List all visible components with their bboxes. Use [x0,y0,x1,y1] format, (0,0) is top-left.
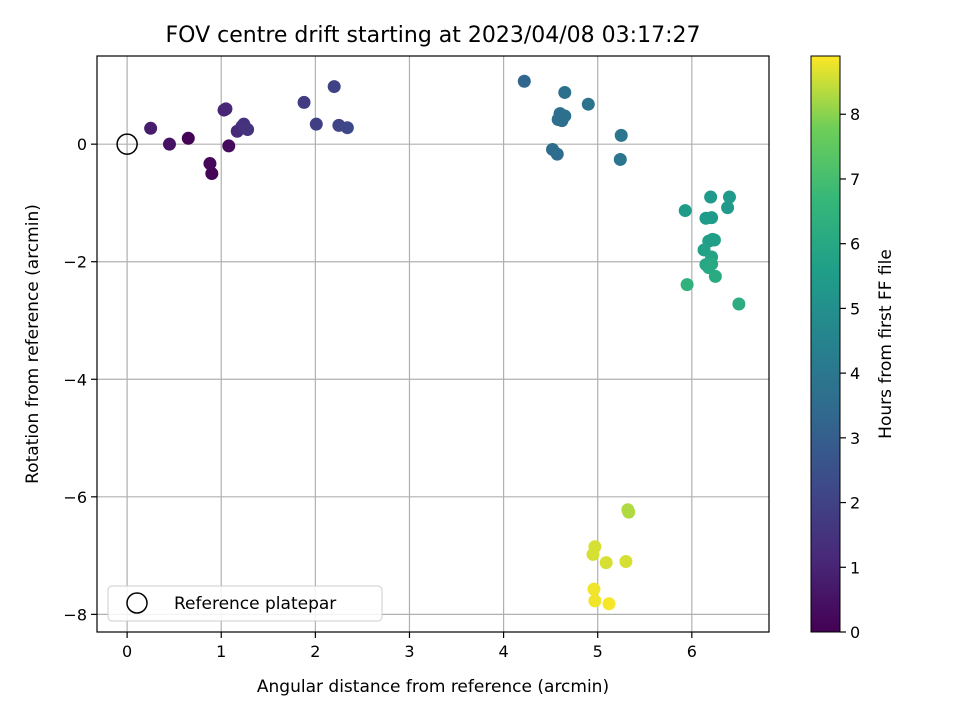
data-point [613,152,627,166]
data-point [517,74,531,88]
colorbar-tick-label: 8 [850,105,860,124]
legend: Reference platepar [107,585,383,622]
data-point [705,211,719,225]
data-point [558,85,572,99]
data-point [619,554,633,568]
data-point [222,139,236,153]
x-tick-label: 5 [593,642,603,661]
x-axis-label: Angular distance from reference (arcmin) [257,677,609,697]
legend-box [107,585,383,622]
colorbar-ticks: 0 1 2 3 4 5 6 7 8 [840,105,860,642]
x-axis-ticks: 0 1 2 3 4 5 6 [122,632,697,661]
colorbar: 0 1 2 3 4 5 6 7 8 Hours from first FF file [810,55,896,642]
colorbar-tick-label: 7 [850,170,860,189]
colorbar-label: Hours from first FF file [876,249,896,439]
x-tick-label: 6 [687,642,697,661]
y-axis-label: Rotation from reference (arcmin) [23,204,43,484]
data-point [241,122,255,136]
data-point [144,121,158,135]
colorbar-tick-label: 1 [850,558,860,577]
data-point [581,97,595,111]
legend-marker-hollow-circle [126,592,148,614]
data-point [721,201,735,215]
data-point [708,269,722,283]
data-point [732,297,746,311]
data-point [614,128,628,142]
data-point [705,257,719,271]
y-tick-label: −8 [63,605,87,624]
y-tick-label: 0 [77,135,87,154]
data-point [309,117,323,131]
x-tick-label: 4 [498,642,508,661]
data-point [205,167,219,181]
data-point [297,95,311,109]
y-axis-ticks: −8 −6 −4 −2 0 [63,135,97,624]
data-point [680,278,694,292]
data-point [586,547,600,561]
data-point [550,147,564,161]
colorbar-tick-label: 3 [850,429,860,448]
data-point [602,597,616,611]
data-point [219,102,233,116]
data-point [722,190,736,204]
data-point [203,157,217,171]
data-point [558,109,572,123]
y-tick-label: −2 [63,253,87,272]
y-tick-label: −4 [63,370,87,389]
reference-platepar-marker [116,133,138,155]
data-point [587,582,601,596]
x-tick-label: 0 [122,642,132,661]
colorbar-gradient [810,55,841,633]
x-tick-label: 3 [404,642,414,661]
reference-marker-group [116,133,138,155]
x-tick-label: 2 [310,642,320,661]
x-tick-label: 1 [216,642,226,661]
data-point [707,233,721,247]
colorbar-tick-label: 2 [850,494,860,513]
data-point [588,594,602,608]
colorbar-tick-label: 4 [850,364,860,383]
colorbar-tick-label: 6 [850,235,860,254]
data-point [678,204,692,218]
plot-frame [96,55,770,633]
data-point [327,80,341,94]
data-point [599,556,613,570]
y-tick-label: −6 [63,488,87,507]
legend-label: Reference platepar [174,594,336,614]
colorbar-tick-label: 5 [850,299,860,318]
colorbar-tick-label: 0 [850,623,860,642]
data-point [340,121,354,135]
data-point [181,131,195,145]
data-point [622,505,636,519]
data-point [704,190,718,204]
chart-title: FOV centre drift starting at 2023/04/08 … [166,23,701,48]
data-points [144,74,746,611]
data-point [162,137,176,151]
